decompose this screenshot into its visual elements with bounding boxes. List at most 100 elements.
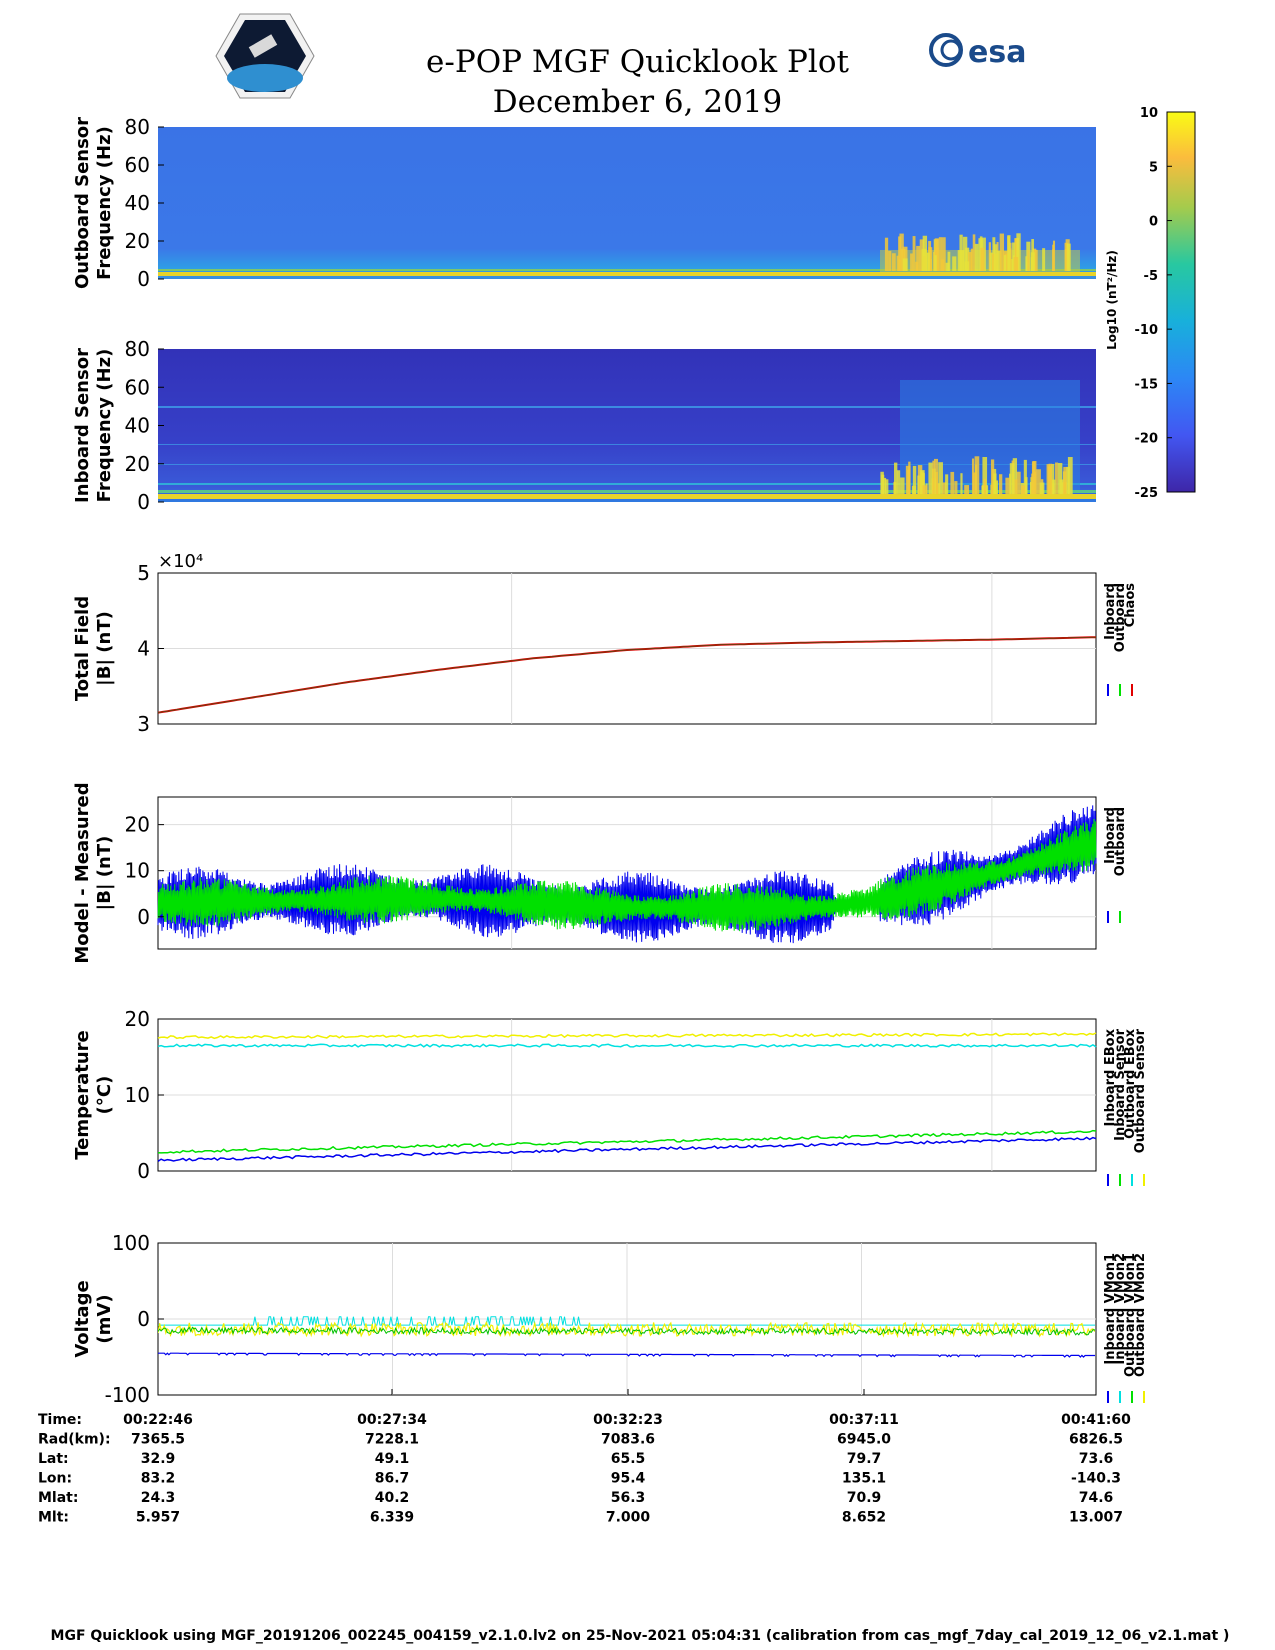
spectral-burst: [942, 482, 947, 494]
spectral-burst: [982, 457, 988, 494]
spectral-burst: [926, 252, 930, 271]
ephemeris-value: 7228.1: [365, 1432, 419, 1448]
legend-entry: Chaos: [1123, 583, 1138, 627]
plot-date: December 6, 2019: [492, 84, 783, 120]
y-tick-label: 80: [125, 115, 150, 139]
spectral-burst: [1052, 249, 1055, 271]
spectral-burst: [1016, 233, 1021, 271]
spectral-burst: [912, 236, 916, 271]
spectral-burst: [1058, 463, 1063, 494]
inboard-vmon1-line: [158, 1352, 1095, 1358]
spectral-burst: [1063, 466, 1068, 494]
spectral-burst: [1016, 471, 1021, 494]
spectral-burst: [1067, 457, 1073, 494]
plot-title: e-POP MGF Quicklook Plot: [426, 44, 849, 80]
spectral-burst: [928, 462, 933, 494]
spectral-burst: [999, 233, 1005, 271]
spectral-burst: [1009, 463, 1015, 494]
legend-entry: Outboard VMon2: [1133, 1253, 1148, 1377]
ephemeris-value: 6826.5: [1069, 1432, 1123, 1448]
spectral-burst: [1042, 248, 1046, 271]
spectral-burst: [905, 465, 911, 494]
y-tick-label: 80: [125, 337, 150, 361]
ephemeris-row-label: Time:: [38, 1412, 82, 1428]
ephemeris-value: 8.652: [842, 1510, 886, 1526]
spectral-burst: [941, 237, 946, 271]
y-tick-label: 20: [125, 813, 150, 837]
y-axis-label: Frequency (Hz): [94, 349, 115, 503]
y-tick-label: 40: [125, 414, 150, 438]
spectral-burst: [902, 258, 908, 271]
ephemeris-value: 7083.6: [601, 1432, 655, 1448]
ephemeris-value: -140.3: [1071, 1471, 1121, 1487]
footer-caption: MGF Quicklook using MGF_20191206_002245_…: [50, 1628, 1230, 1644]
spectral-burst: [962, 236, 968, 271]
colorbar-tick-label: -20: [1135, 432, 1159, 447]
spectral-burst: [954, 481, 958, 494]
spectral-burst: [1036, 469, 1041, 494]
spectral-burst: [1013, 257, 1019, 271]
spectral-burst: [989, 252, 993, 271]
legend-entry: Inboard: [1103, 807, 1118, 864]
spectral-burst: [1025, 477, 1028, 494]
spectral-burst: [950, 471, 955, 494]
y-tick-label: 0: [137, 267, 150, 291]
spectral-burst: [974, 456, 980, 494]
ephemeris-table: Time: 00:22:46 00:27:34 00:32:23 00:37:11 00:…: [38, 1389, 1131, 1526]
ephemeris-row-label: Lon:: [38, 1471, 72, 1487]
spectral-burst: [1030, 252, 1035, 271]
esa-wordmark: esa: [968, 35, 1026, 70]
y-multiplier: ×10⁴: [158, 551, 203, 572]
y-axis-label: Frequency (Hz): [94, 126, 115, 280]
spectral-burst: [919, 470, 925, 494]
spectral-burst: [884, 237, 889, 271]
legend-entry: Inboard Sensor: [1113, 1028, 1128, 1140]
spectral-burst: [933, 458, 938, 494]
ephemeris-value: 56.3: [611, 1490, 646, 1506]
spectral-burst: [932, 460, 935, 494]
spectral-burst: [934, 255, 937, 271]
colorbar-tick-label: -10: [1135, 323, 1159, 338]
legend-entry: Outboard EBox: [1123, 1028, 1138, 1138]
colorbar: 10 5 0 -5 -10 -15 -20 -25 Log10 (nT²/Hz): [1105, 106, 1196, 501]
spectral-burst: [1005, 477, 1010, 494]
spectral-burst: [922, 235, 928, 271]
spectral-burst: [899, 233, 904, 271]
spectral-burst: [938, 237, 942, 271]
y-axis-label: Model - Measured: [72, 782, 93, 963]
spectral-burst: [996, 250, 1002, 271]
inboard-ebox-line: [157, 1136, 1097, 1163]
ephemeris-value: 86.7: [375, 1471, 410, 1487]
outboard-ebox-line: [157, 1043, 1097, 1048]
y-axis-label: Temperature: [72, 1030, 93, 1159]
spectral-burst: [945, 474, 949, 494]
spectral-burst: [900, 477, 905, 494]
inboard-sensor-line: [157, 1129, 1097, 1154]
spectral-burst: [960, 473, 963, 494]
ephemeris-value: 74.6: [1079, 1490, 1114, 1506]
y-axis-label: (°C): [94, 1076, 115, 1115]
ephemeris-value: 00:22:46: [123, 1412, 193, 1428]
spectral-burst: [883, 477, 887, 494]
spectral-burst: [965, 247, 970, 271]
spectral-burst: [1050, 463, 1055, 494]
y-tick-label: 4: [137, 637, 150, 661]
y-tick-label: 20: [125, 1007, 150, 1031]
y-tick-label: 60: [125, 375, 150, 399]
spectral-burst: [922, 485, 928, 494]
temperature-panel: 20 10 0: [125, 1007, 1097, 1183]
y-tick-label: 0: [137, 905, 150, 929]
spectral-burst: [974, 243, 979, 271]
y-tick-label: 0: [137, 490, 150, 514]
ephemeris-value: 40.2: [375, 1490, 410, 1506]
colorbar-tick-label: -5: [1144, 269, 1158, 284]
ephemeris-row-label: Rad(km):: [38, 1432, 111, 1448]
spectral-burst: [1003, 255, 1007, 271]
y-tick-label: 0: [137, 1307, 150, 1331]
colorbar-tick-label: -15: [1135, 377, 1159, 392]
ephemeris-value: 00:27:34: [357, 1412, 427, 1428]
legend-entry: Inboard VMon2: [1113, 1253, 1128, 1365]
legend-entry: Outboard Sensor: [1133, 1028, 1148, 1153]
spectral-burst: [1027, 250, 1030, 271]
outboard-vmon2-line: [158, 1320, 1095, 1339]
